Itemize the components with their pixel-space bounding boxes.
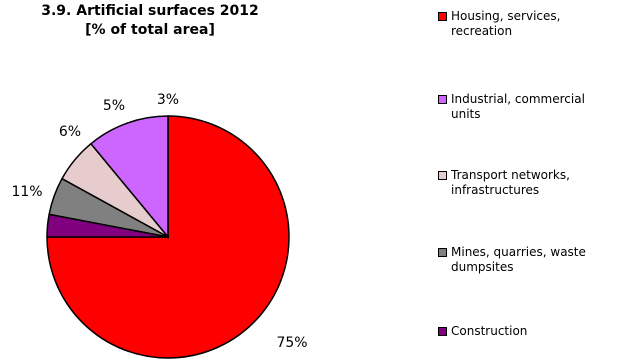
pie-slice-label: 3% [157, 92, 179, 108]
legend-swatch [438, 12, 447, 21]
legend-label: Industrial, commercial units [451, 92, 585, 121]
pie-slices [46, 115, 290, 359]
legend-swatch [438, 171, 447, 180]
pie-slice [46, 213, 169, 238]
legend-swatch [438, 327, 447, 336]
chart-title-line-1: 3.9. Artificial surfaces 2012 [41, 3, 259, 19]
legend-label: Transport networks, infrastructures [451, 168, 570, 197]
legend-label: Housing, services, recreation [451, 9, 561, 38]
legend-label: Mines, quarries, waste dumpsites [451, 245, 586, 274]
chart-title-line-2: [% of total area] [85, 22, 215, 38]
pie-slice [89, 115, 169, 240]
pie-slice-label: 75% [276, 335, 307, 351]
pie-slice-label: 5% [103, 98, 125, 114]
legend-label: Construction [451, 324, 528, 338]
chart-title: 3.9. Artificial surfaces 2012 [% of tota… [0, 2, 300, 40]
legend-swatch [438, 95, 447, 104]
pie-slice-label: 6% [59, 124, 81, 140]
pie-slice-labels: 75% 11% 6% 5% 3% [11, 92, 307, 351]
legend-swatch [438, 248, 447, 257]
pie-slice-label: 11% [11, 184, 42, 200]
